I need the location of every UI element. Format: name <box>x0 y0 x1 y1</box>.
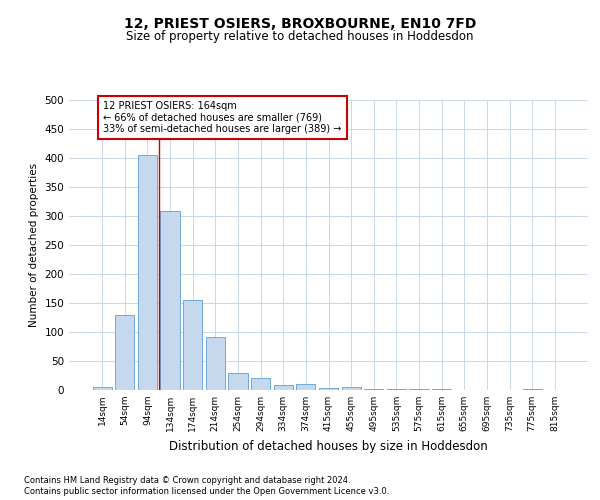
Bar <box>206 336 225 390</box>
Bar <box>341 386 361 390</box>
X-axis label: Distribution of detached houses by size in Hoddesdon: Distribution of detached houses by size … <box>169 440 488 452</box>
Y-axis label: Number of detached properties: Number of detached properties <box>29 163 39 327</box>
Text: Size of property relative to detached houses in Hoddesdon: Size of property relative to detached ho… <box>126 30 474 43</box>
Bar <box>364 389 383 390</box>
Text: Contains HM Land Registry data © Crown copyright and database right 2024.: Contains HM Land Registry data © Crown c… <box>24 476 350 485</box>
Text: 12, PRIEST OSIERS, BROXBOURNE, EN10 7FD: 12, PRIEST OSIERS, BROXBOURNE, EN10 7FD <box>124 18 476 32</box>
Bar <box>138 155 157 390</box>
Bar <box>274 386 293 390</box>
Bar <box>92 387 112 390</box>
Text: Contains public sector information licensed under the Open Government Licence v3: Contains public sector information licen… <box>24 488 389 496</box>
Bar <box>229 372 248 390</box>
Bar <box>183 300 202 390</box>
Bar <box>115 314 134 390</box>
Text: 12 PRIEST OSIERS: 164sqm
← 66% of detached houses are smaller (769)
33% of semi-: 12 PRIEST OSIERS: 164sqm ← 66% of detach… <box>103 101 342 134</box>
Bar <box>319 388 338 390</box>
Bar <box>160 212 180 390</box>
Bar <box>296 384 316 390</box>
Bar <box>251 378 270 390</box>
